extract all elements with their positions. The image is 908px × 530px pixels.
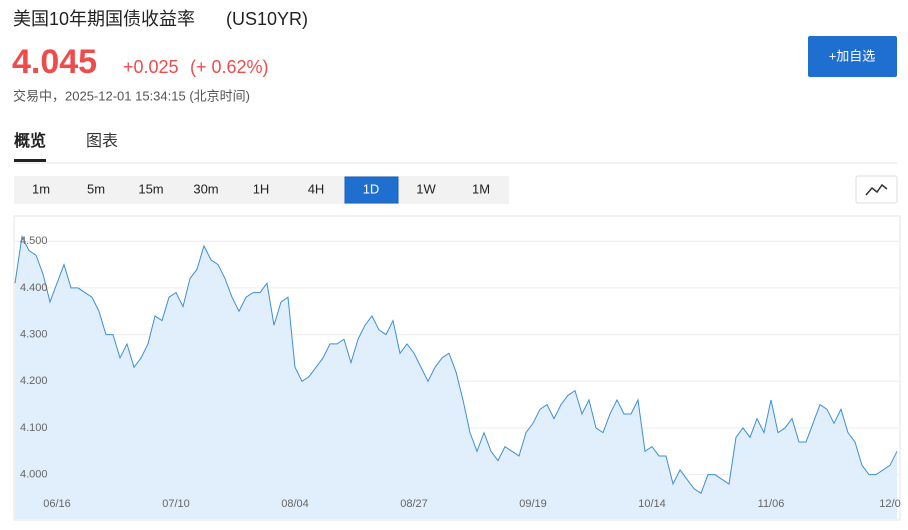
change-pct: (+ 0.62%) (190, 57, 269, 77)
x-tick-label: 10/14 (638, 498, 666, 510)
interval[interactable]: 15m (138, 181, 163, 196)
y-tick-label: 4.500 (20, 235, 48, 247)
chart-style-icon (865, 183, 888, 196)
x-tick-label: 12/0 (879, 498, 900, 510)
chart: 4.000 4.100 4.200 4.300 4.400 4.500 06/16 07/10… (14, 234, 901, 520)
status: 交易中，2025-12-01 15:34:15 (北京时间) (13, 88, 250, 103)
interval-active[interactable] (344, 176, 399, 204)
chart-style-button[interactable] (855, 175, 898, 204)
title: 美国10年期国债收益率 (13, 9, 195, 29)
tab[interactable]: 图表 (86, 132, 118, 150)
y-tick-label: 4.200 (20, 375, 48, 387)
x-tick-label: 11/06 (758, 498, 785, 510)
interval[interactable]: 1H (253, 181, 270, 196)
interval[interactable]: 1M (472, 181, 490, 196)
interval[interactable]: 5m (87, 181, 105, 196)
change: +0.025 (123, 57, 179, 77)
y-tick-label: 4.400 (20, 282, 48, 294)
y-tick-label: 4.300 (20, 328, 48, 340)
watch-button-label[interactable]: +加自选 (829, 48, 876, 63)
watch-button[interactable] (808, 36, 897, 77)
y-tick-label: 4.100 (20, 422, 48, 434)
interval-bar: 1m 5m 15m 30m 1H 4H 1D 1W 1M (14, 176, 509, 204)
x-tick-label: 08/27 (400, 498, 428, 510)
symbol: (US10YR) (226, 9, 308, 29)
tab[interactable]: 概览 (14, 131, 46, 150)
interval-bar-bg (14, 176, 509, 204)
x-tick-label: 08/04 (281, 498, 309, 510)
interval[interactable]: 4H (308, 181, 325, 196)
y-tick-label: 4.000 (20, 469, 48, 481)
tab-underline (14, 159, 46, 162)
x-tick-label: 09/19 (519, 498, 547, 510)
interval[interactable]: 30m (193, 181, 218, 196)
interval[interactable]: 1m (32, 181, 50, 196)
line (14, 234, 898, 495)
interval[interactable]: 1W (416, 181, 436, 196)
x-tick-label: 07/10 (162, 498, 190, 510)
area (15, 236, 897, 520)
price: 4.045 (12, 43, 97, 81)
x-tick-label: 06/16 (43, 498, 71, 510)
interval[interactable]: 1D (363, 181, 380, 196)
